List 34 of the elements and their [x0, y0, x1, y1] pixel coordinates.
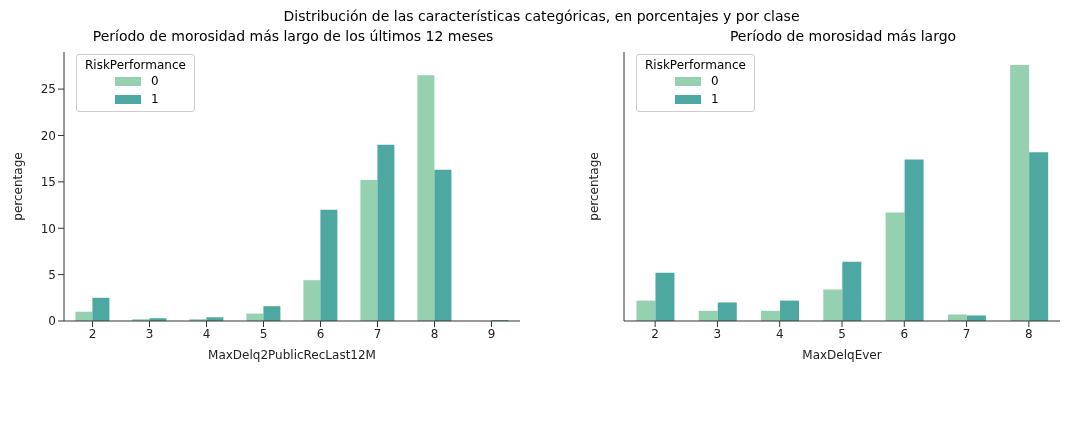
- legend-label: 0: [711, 74, 719, 88]
- x-tick-label: 2: [651, 326, 659, 341]
- y-axis-title: percentage: [11, 152, 26, 221]
- x-axis-title: MaxDelqEver: [802, 348, 882, 362]
- x-tick-label: 2: [88, 326, 97, 341]
- y-tick-label: 5: [48, 267, 56, 282]
- chart-title: Período de morosidad más largo de los últimos 12 meses: [91, 28, 495, 46]
- x-axis-title: MaxDelq2PublicRecLast12M: [208, 348, 376, 362]
- legend-label: 1: [711, 92, 719, 106]
- y-tick-label: 0: [48, 314, 56, 329]
- x-tick-label: 4: [202, 326, 211, 341]
- x-tick-label: 6: [316, 326, 325, 341]
- x-tick-label: 6: [900, 326, 909, 341]
- legend-title: RiskPerformance: [85, 58, 186, 72]
- y-tick-label: 20: [40, 128, 56, 143]
- x-tick-label: 8: [1025, 326, 1033, 341]
- x-tick-label: 5: [259, 326, 268, 341]
- x-tick-label: 3: [713, 326, 722, 341]
- x-tick-label: 8: [430, 326, 439, 341]
- legend-label: 1: [151, 92, 159, 106]
- x-tick-label: 5: [838, 326, 846, 341]
- y-tick-label: 25: [40, 82, 56, 97]
- text: Distribución de las características categóricas, en porcentajes y por clase: [282, 8, 801, 26]
- x-tick-label: 3: [145, 326, 154, 341]
- x-tick-label: 4: [775, 326, 784, 341]
- x-tick-label: 9: [487, 326, 496, 341]
- y-tick-label: 10: [40, 221, 56, 236]
- x-tick-label: 7: [962, 326, 971, 341]
- legend-title: RiskPerformance: [645, 58, 746, 72]
- y-tick-label: 15: [40, 175, 56, 190]
- legend-label: 0: [151, 74, 159, 88]
- chart-title: Período de morosidad más largo: [728, 28, 958, 46]
- x-tick-label: 7: [373, 326, 382, 341]
- y-axis-title: percentage: [587, 152, 602, 221]
